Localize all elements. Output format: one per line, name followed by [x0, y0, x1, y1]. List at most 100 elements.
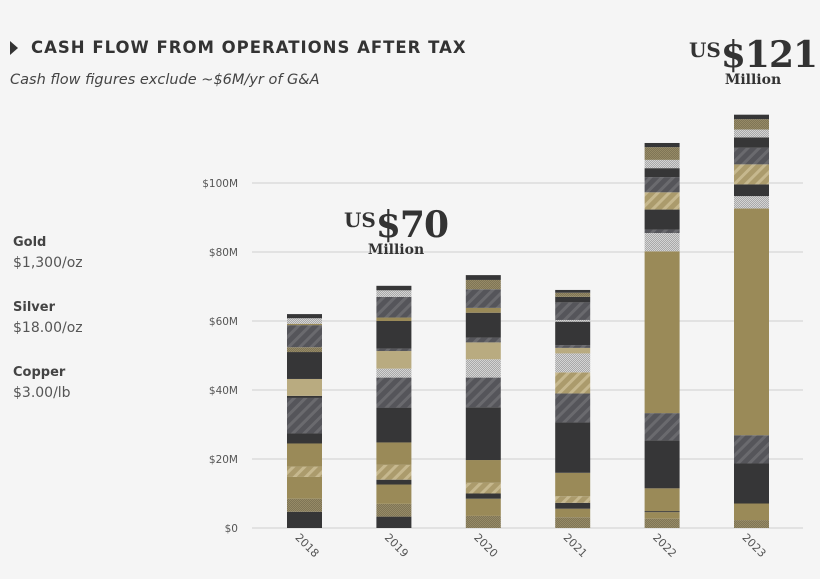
bar-segment — [465, 312, 501, 338]
bar-segment — [287, 318, 322, 324]
bar-segment — [376, 368, 412, 378]
bar-segment — [734, 129, 769, 138]
price-value: $3.00/lb — [13, 385, 71, 401]
bar-2022 — [644, 142, 680, 528]
bar-segment — [555, 508, 591, 518]
bar-segment — [376, 377, 412, 408]
bar-segment — [555, 393, 591, 423]
bar-segment — [465, 289, 501, 308]
bar-segment — [287, 511, 322, 528]
bar-segment — [555, 496, 591, 503]
bar-segment — [734, 435, 769, 464]
bar-segment — [644, 168, 680, 178]
bar-segment — [734, 164, 769, 185]
bar-segment — [555, 289, 591, 293]
bar-segment — [644, 251, 680, 414]
bar-segment — [287, 466, 322, 477]
callout-2019: US$70 Million — [336, 204, 456, 258]
bar-segment — [465, 493, 501, 499]
bar-segment — [644, 518, 680, 528]
bar-segment — [287, 433, 322, 444]
bar-segment — [465, 342, 501, 360]
bar-segment — [465, 275, 501, 280]
price-name: Silver — [13, 300, 55, 315]
bar-segment — [376, 348, 412, 352]
bar-segment — [376, 351, 412, 369]
bar-segment — [644, 229, 680, 234]
bar-segment — [287, 352, 322, 379]
bar-segment — [734, 147, 769, 165]
bar-segment — [555, 296, 591, 303]
bar-segment — [376, 296, 412, 318]
bar-segment — [287, 347, 322, 353]
bar-segment — [644, 511, 680, 513]
bar-2023 — [734, 114, 769, 528]
bar-segment — [555, 321, 591, 346]
bar-segment — [734, 119, 769, 130]
bar-segment — [465, 482, 501, 494]
triangle-right-icon — [10, 40, 18, 55]
bar-segment — [644, 192, 680, 210]
callout-prefix: US — [688, 38, 721, 62]
bar-segment — [644, 233, 680, 252]
bar-2020 — [465, 275, 501, 528]
bar-segment — [555, 422, 591, 473]
bar-segment — [287, 498, 322, 512]
bar-segment — [644, 440, 680, 489]
bar-segment — [287, 397, 322, 434]
bar-segment — [465, 460, 501, 483]
bar-segment — [644, 209, 680, 230]
bar-segment — [734, 184, 769, 197]
bar-segment — [287, 323, 322, 326]
price-silver: Silver $18.00/oz — [13, 300, 83, 336]
y-tick-label: $100M — [202, 178, 238, 190]
bar-segment — [644, 413, 680, 441]
bar-segment — [465, 515, 501, 528]
callout-unit: Million — [724, 72, 782, 88]
bar-segment — [376, 290, 412, 297]
bar-segment — [376, 317, 412, 321]
callout-prefix: US — [343, 208, 376, 232]
y-tick-label: $80M — [209, 247, 238, 259]
bar-segment — [555, 292, 591, 297]
bar-segment — [555, 372, 591, 394]
bar-segment — [376, 503, 412, 517]
bar-segment — [734, 137, 769, 148]
bar-segment — [555, 353, 591, 373]
bar-segment — [376, 484, 412, 504]
bar-segment — [465, 498, 501, 516]
bar-segment — [555, 502, 591, 509]
bar-segment — [376, 442, 412, 465]
bar-segment — [734, 520, 769, 528]
bar-segment — [376, 516, 412, 528]
bar-segment — [734, 503, 769, 521]
callout-unit: Million — [367, 242, 425, 258]
callout-amount: $70 — [375, 204, 449, 246]
price-gold: Gold $1,300/oz — [13, 235, 83, 271]
x-tick-label: 2023 — [739, 531, 768, 560]
bar-segment — [644, 488, 680, 512]
bar-segment — [465, 407, 501, 461]
bar-2018 — [287, 314, 322, 528]
bar-segment — [465, 337, 501, 343]
bar-segment — [734, 114, 769, 120]
bar-segment — [555, 302, 591, 320]
bar-segment — [376, 285, 412, 291]
chart-title: CASH FLOW FROM OPERATIONS AFTER TAX — [10, 38, 467, 57]
bar-segment — [287, 314, 322, 319]
bar-2021 — [555, 289, 591, 528]
bar-segment — [555, 347, 591, 354]
bar-segment — [376, 479, 412, 485]
bar-segment — [287, 325, 322, 348]
callout-amount: $121 — [720, 34, 818, 76]
bar-segment — [644, 177, 680, 193]
y-tick-label: $60M — [209, 316, 238, 328]
x-tick-label: 2019 — [382, 531, 411, 560]
bar-segment — [644, 147, 680, 160]
bar-segment — [287, 395, 322, 398]
price-name: Copper — [13, 365, 66, 380]
bar-segment — [287, 443, 322, 467]
bar-segment — [465, 359, 501, 378]
bar-segment — [734, 196, 769, 209]
